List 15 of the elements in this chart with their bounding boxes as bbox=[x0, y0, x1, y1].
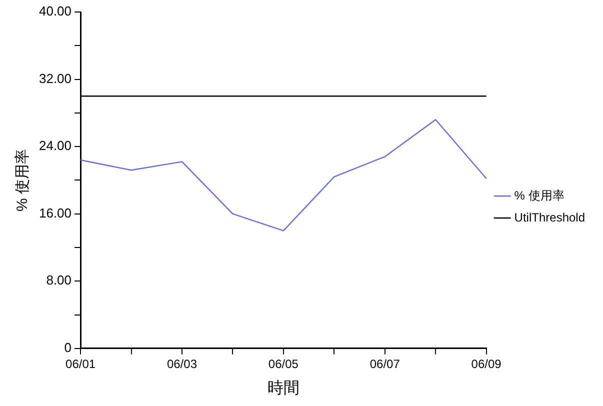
legend-label: UtilThreshold bbox=[514, 210, 586, 224]
y-tick-label: 24.00 bbox=[38, 138, 72, 154]
y-axis-title: % 使用率 bbox=[14, 148, 32, 212]
y-tick-label: 40.00 bbox=[38, 4, 72, 19]
x-tick-label: 06/07 bbox=[370, 356, 400, 371]
y-tick-label: 16.00 bbox=[38, 205, 72, 220]
y-tick-label: 8.00 bbox=[46, 272, 72, 288]
x-tick-label: 06/05 bbox=[268, 356, 299, 371]
x-tick-label: 06/03 bbox=[166, 356, 198, 371]
y-tick-label: 32.00 bbox=[38, 70, 72, 86]
x-tick-label: 06/09 bbox=[471, 356, 502, 371]
x-axis-title: 時間 bbox=[267, 378, 300, 397]
y-tick-label: 0 bbox=[64, 340, 72, 355]
x-tick-label: 06/01 bbox=[66, 356, 96, 371]
legend-label: % 使用率 bbox=[514, 188, 564, 202]
